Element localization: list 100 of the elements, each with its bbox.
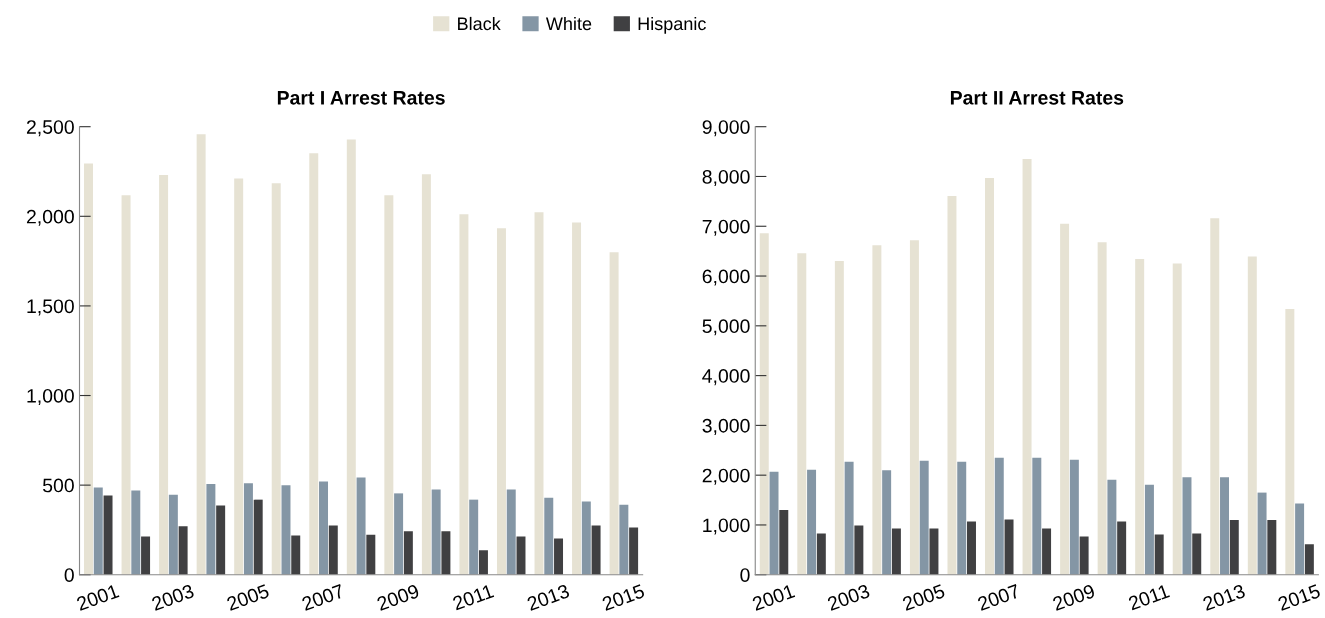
bar	[1004, 519, 1014, 575]
bar	[1144, 484, 1154, 575]
x-tick-label: 2015	[601, 583, 646, 611]
y-tick-label: 2,500	[26, 120, 74, 137]
bar	[1247, 256, 1257, 575]
y-tick-label: 3,000	[702, 418, 750, 435]
bar	[421, 174, 431, 575]
bar	[759, 233, 769, 575]
bar	[1267, 519, 1277, 575]
bar	[1154, 534, 1164, 575]
bar	[807, 469, 817, 575]
bar	[957, 461, 967, 575]
bar	[872, 245, 882, 575]
bar	[891, 528, 901, 575]
bar	[591, 525, 601, 575]
y-tick-label: 1,000	[27, 388, 74, 406]
bar	[844, 461, 854, 575]
bar	[1042, 528, 1052, 575]
bar	[929, 528, 939, 575]
bar	[496, 228, 506, 575]
bar	[84, 163, 93, 575]
bar	[609, 252, 619, 575]
bar	[506, 489, 516, 575]
bar	[103, 495, 113, 575]
x-tick-label: 2001	[751, 583, 796, 611]
bar	[281, 485, 291, 575]
bar	[816, 533, 826, 575]
bar	[882, 470, 892, 575]
bar	[1022, 159, 1032, 575]
legend-label: White	[545, 16, 592, 31]
bar	[797, 253, 807, 575]
bar	[131, 490, 141, 575]
y-tick-label: 1,000	[703, 518, 750, 535]
x-tick-label: 2001	[75, 583, 120, 611]
bar	[1032, 457, 1042, 575]
bar	[1079, 536, 1089, 575]
bar	[291, 535, 301, 575]
legend-label: Black	[458, 16, 501, 31]
y-tick-label: 9,000	[702, 120, 750, 137]
bar	[1192, 533, 1202, 575]
bar	[572, 222, 582, 575]
bar	[159, 175, 169, 575]
x-tick-label: 2013	[1202, 583, 1246, 611]
x-tick-label: 2015	[1277, 583, 1321, 611]
x-tick-label: 2009	[376, 583, 420, 611]
bar	[478, 550, 488, 575]
bar	[93, 487, 103, 575]
x-tick-label: 2009	[1052, 583, 1096, 611]
bar	[328, 525, 338, 575]
bar	[834, 261, 844, 575]
bar	[1069, 459, 1079, 575]
bar	[985, 177, 994, 575]
bar	[967, 521, 976, 575]
bar	[196, 134, 206, 575]
bar	[141, 536, 151, 575]
bar	[366, 534, 376, 575]
y-tick-label: 0	[64, 568, 74, 582]
bar	[769, 471, 779, 575]
y-tick-label: 0	[740, 568, 750, 582]
bar	[403, 531, 413, 575]
bar	[1172, 263, 1182, 575]
x-tick-label: 2007	[301, 583, 345, 611]
legend-label: Hispanic	[638, 16, 706, 34]
bar	[459, 214, 469, 575]
bar	[544, 497, 554, 575]
bar	[619, 504, 629, 575]
bar	[1182, 477, 1192, 575]
bar	[356, 477, 366, 575]
x-tick-label: 2007	[976, 583, 1021, 611]
bar	[629, 527, 639, 575]
bar	[394, 493, 404, 575]
bar	[854, 525, 864, 575]
x-tick-label: 2003	[151, 583, 195, 611]
y-tick-label: 4,000	[702, 369, 750, 386]
x-tick-label: 2011	[1127, 583, 1170, 611]
bar	[779, 510, 789, 575]
y-tick-label: 2,000	[702, 468, 750, 485]
bar	[1285, 308, 1295, 575]
bar	[206, 484, 216, 575]
bar	[319, 481, 329, 575]
bar	[1229, 519, 1239, 575]
bar	[1295, 503, 1305, 575]
bar	[168, 494, 178, 575]
bar	[384, 195, 394, 575]
bar	[1220, 477, 1230, 575]
y-tick-label: 8,000	[702, 169, 750, 187]
y-tick-label: 6,000	[702, 269, 750, 286]
bar	[121, 195, 131, 575]
bar	[919, 460, 929, 575]
bar	[1135, 259, 1145, 575]
bar	[271, 183, 281, 575]
bar	[178, 526, 188, 575]
y-tick-label: 5,000	[702, 319, 750, 336]
bar	[234, 178, 244, 575]
bar	[947, 195, 957, 575]
bar	[1304, 544, 1314, 575]
x-tick-label: 2005	[226, 583, 270, 611]
x-tick-label: 2013	[526, 583, 571, 611]
bar	[253, 499, 263, 575]
bar	[309, 153, 319, 575]
